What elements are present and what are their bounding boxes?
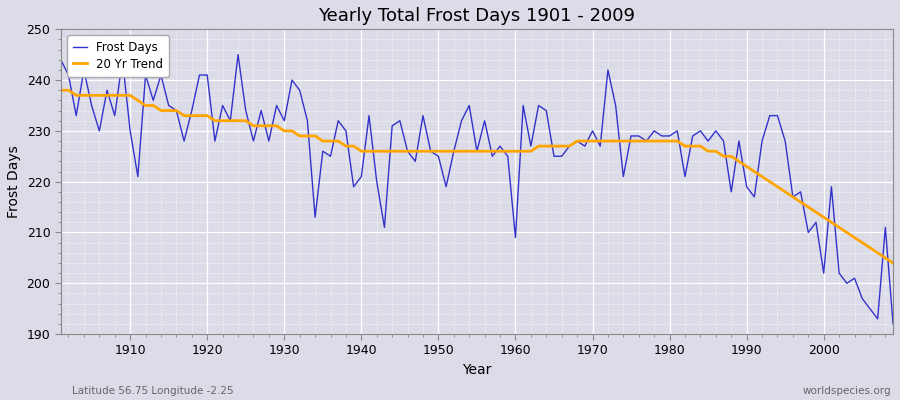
Frost Days [56, 57, 67, 62]
Y-axis label: Frost Days: Frost Days [7, 145, 21, 218]
Frost Days [117, 57, 128, 62]
Frost Days [232, 52, 243, 57]
Title: Yearly Total Frost Days 1901 - 2009: Yearly Total Frost Days 1901 - 2009 [319, 7, 635, 25]
Legend: Frost Days, 20 Yr Trend: Frost Days, 20 Yr Trend [67, 35, 169, 76]
20 Yr Trend [286, 128, 297, 133]
Frost Days [610, 103, 621, 108]
20 Yr Trend [602, 139, 613, 144]
Frost Days [340, 128, 351, 133]
20 Yr Trend [333, 139, 344, 144]
Line: 20 Yr Trend: 20 Yr Trend [61, 90, 893, 263]
20 Yr Trend [56, 88, 67, 93]
Frost Days [887, 322, 898, 326]
20 Yr Trend [502, 149, 513, 154]
Frost Days [518, 103, 528, 108]
20 Yr Trend [117, 93, 128, 98]
20 Yr Trend [510, 149, 521, 154]
X-axis label: Year: Year [463, 363, 491, 377]
Frost Days [294, 88, 305, 93]
Line: Frost Days: Frost Days [61, 55, 893, 324]
Frost Days [510, 235, 521, 240]
Text: Latitude 56.75 Longitude -2.25: Latitude 56.75 Longitude -2.25 [72, 386, 234, 396]
20 Yr Trend [887, 260, 898, 265]
Text: worldspecies.org: worldspecies.org [803, 386, 891, 396]
